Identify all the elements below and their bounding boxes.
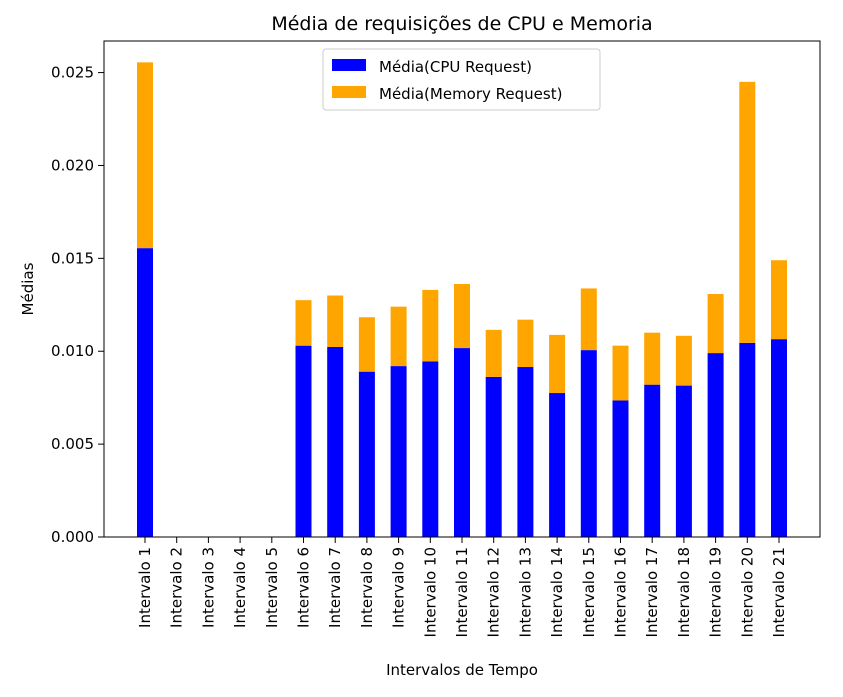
y-tick-label: 0.005: [51, 435, 94, 453]
bar-memory-20: [739, 81, 756, 343]
bars-group: [137, 62, 787, 537]
y-axis: 0.000 0.005 0.010 0.015 0.020 0.025: [51, 64, 104, 546]
bar-memory-1: [137, 62, 153, 249]
bar-cpu-15: [580, 350, 597, 537]
bar-cpu-1: [137, 248, 153, 537]
y-tick-label: 0.020: [51, 156, 94, 174]
bar-cpu-8: [358, 371, 375, 537]
x-tick-label: Intervalo 3: [199, 547, 217, 628]
bar-memory-6: [295, 300, 312, 346]
bar-cpu-18: [675, 385, 692, 537]
x-tick-label: Intervalo 6: [295, 547, 313, 628]
bar-memory-13: [517, 319, 534, 368]
x-tick-label: Intervalo 15: [580, 547, 598, 637]
bar-cpu-13: [517, 367, 534, 537]
chart-title: Média de requisições de CPU e Memoria: [271, 13, 652, 35]
x-tick-label: Intervalo 9: [390, 547, 408, 628]
bar-cpu-21: [771, 339, 787, 537]
x-tick-label: Intervalo 8: [358, 547, 376, 628]
x-tick-label: Intervalo 5: [263, 547, 281, 628]
y-tick-label: 0.025: [51, 64, 94, 82]
bar-memory-7: [327, 295, 344, 347]
x-tick-label: Intervalo 14: [548, 547, 566, 637]
x-tick-label: Intervalo 1: [136, 547, 154, 628]
x-tick-label: Intervalo 4: [231, 547, 249, 628]
bar-memory-11: [454, 283, 470, 349]
bar-cpu-7: [327, 346, 344, 537]
legend-box: [322, 48, 601, 111]
y-tick-label: 0.000: [51, 528, 94, 546]
bar-memory-14: [549, 334, 566, 394]
x-tick-label: Intervalo 12: [485, 547, 503, 637]
bar-cpu-14: [549, 393, 566, 537]
x-axis: Intervalo 1 Intervalo 2 Intervalo 3 Interva…: [136, 537, 788, 637]
y-tick-label: 0.010: [51, 342, 94, 360]
bar-memory-19: [707, 294, 724, 354]
bar-memory-8: [358, 317, 375, 372]
legend-label-memory: Média(Memory Request): [379, 85, 562, 103]
x-tick-label: Intervalo 16: [612, 547, 630, 637]
legend-label-cpu: Média(CPU Request): [379, 58, 532, 76]
x-tick-label: Intervalo 18: [675, 547, 693, 637]
bar-cpu-11: [454, 348, 470, 537]
bar-memory-9: [390, 306, 407, 367]
legend: Média(CPU Request) Média(Memory Request): [322, 48, 601, 111]
x-tick-label: Intervalo 11: [453, 547, 471, 637]
y-tick-label: 0.015: [51, 249, 94, 267]
x-tick-label: Intervalo 10: [421, 547, 439, 637]
x-axis-label: Intervalos de Tempo: [386, 661, 538, 679]
x-tick-label: Intervalo 17: [643, 547, 661, 637]
bar-memory-12: [485, 329, 502, 377]
bar-cpu-19: [707, 353, 724, 537]
bar-cpu-9: [390, 366, 407, 537]
x-tick-label: Intervalo 20: [738, 547, 756, 637]
bar-cpu-16: [612, 400, 629, 537]
bar-memory-10: [422, 289, 439, 362]
x-tick-label: Intervalo 2: [168, 547, 186, 628]
x-tick-label: Intervalo 21: [770, 547, 788, 637]
legend-swatch-cpu: [332, 59, 366, 71]
x-tick-label: Intervalo 7: [326, 547, 344, 628]
bar-cpu-12: [485, 376, 502, 537]
legend-swatch-memory: [332, 86, 366, 98]
bar-memory-18: [675, 335, 692, 386]
bar-memory-15: [580, 288, 597, 351]
bar-cpu-10: [422, 361, 439, 537]
bar-memory-21: [771, 260, 787, 340]
bar-memory-16: [612, 345, 629, 401]
bar-cpu-6: [295, 345, 312, 537]
x-tick-label: Intervalo 19: [707, 547, 725, 637]
y-axis-label: Médias: [19, 262, 37, 315]
bar-cpu-17: [644, 384, 661, 537]
bar-memory-17: [644, 332, 661, 385]
x-tick-label: Intervalo 13: [516, 547, 534, 637]
bar-cpu-20: [739, 342, 756, 537]
